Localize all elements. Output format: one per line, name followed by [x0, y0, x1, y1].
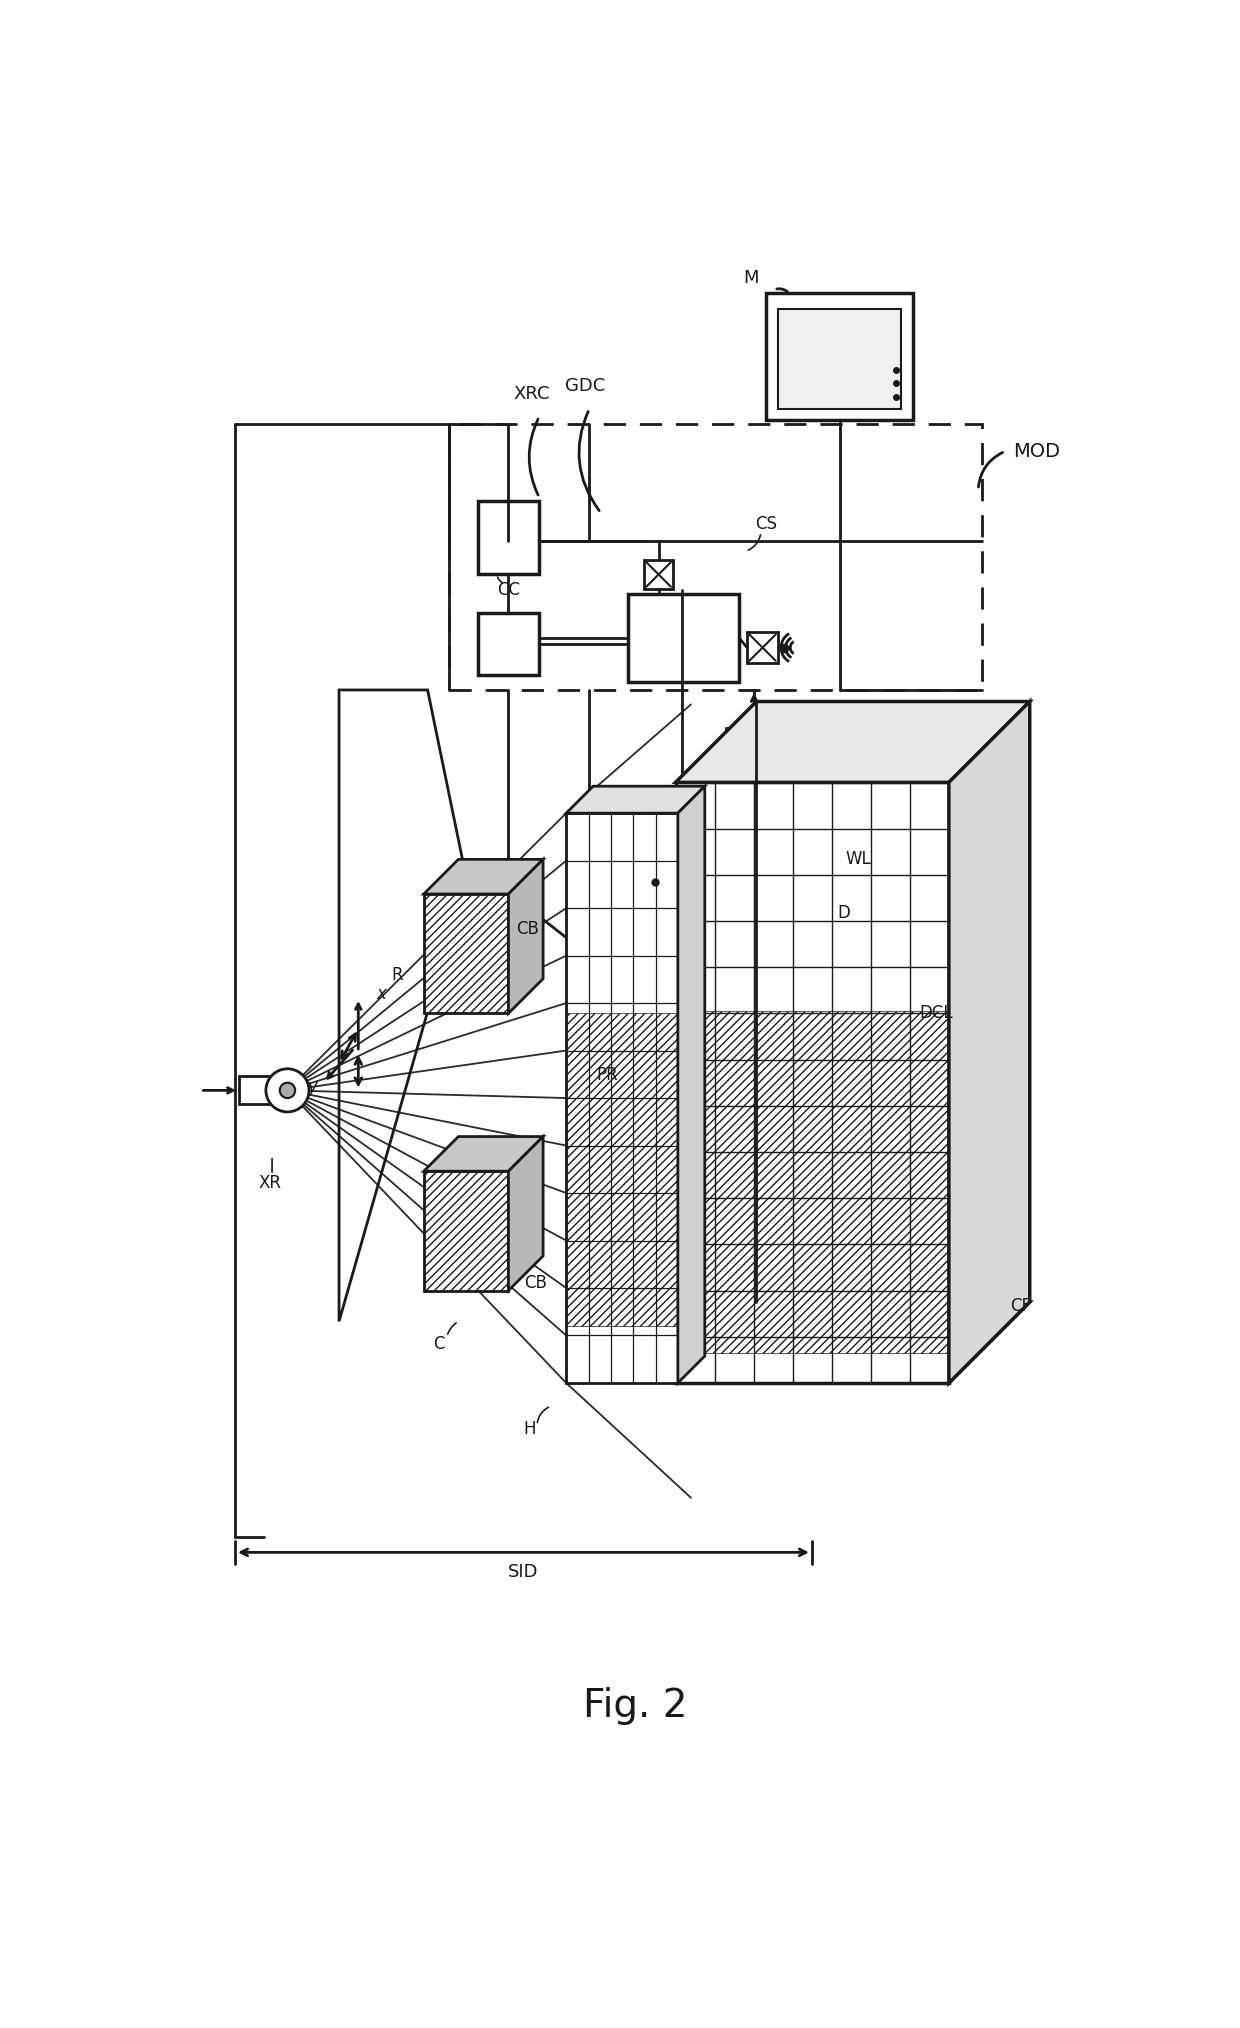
- FancyArrowPatch shape: [748, 535, 760, 550]
- Polygon shape: [567, 787, 704, 813]
- Text: H: H: [523, 1420, 536, 1438]
- FancyArrowPatch shape: [506, 1261, 521, 1278]
- Text: Fig. 2: Fig. 2: [583, 1687, 688, 1726]
- FancyArrowPatch shape: [529, 420, 538, 495]
- Polygon shape: [678, 787, 704, 1383]
- FancyArrowPatch shape: [498, 937, 513, 949]
- FancyArrowPatch shape: [579, 412, 599, 511]
- Text: C: C: [434, 1336, 445, 1353]
- Text: CF: CF: [1011, 1298, 1030, 1314]
- Text: D: D: [837, 904, 849, 923]
- Text: XRC: XRC: [513, 385, 549, 402]
- FancyArrowPatch shape: [835, 846, 846, 858]
- Polygon shape: [676, 702, 1029, 783]
- FancyArrowPatch shape: [497, 578, 502, 582]
- Bar: [477, 612, 539, 675]
- Text: WL: WL: [846, 850, 872, 868]
- Polygon shape: [508, 860, 543, 1014]
- Bar: [748, 633, 777, 663]
- FancyArrowPatch shape: [776, 288, 787, 292]
- Bar: [766, 294, 913, 420]
- Polygon shape: [424, 1136, 543, 1172]
- Text: CB: CB: [525, 1274, 547, 1292]
- Polygon shape: [508, 1136, 543, 1290]
- Polygon shape: [424, 860, 543, 894]
- Text: R: R: [391, 965, 403, 984]
- Bar: [567, 813, 678, 1383]
- Bar: [676, 783, 949, 1383]
- Text: CS: CS: [755, 515, 777, 533]
- Text: MOD: MOD: [1013, 442, 1060, 460]
- Text: y: y: [308, 1077, 317, 1095]
- Text: M: M: [743, 270, 759, 288]
- FancyArrowPatch shape: [448, 1322, 456, 1334]
- Text: GDC: GDC: [565, 377, 605, 395]
- Text: SID: SID: [508, 1564, 538, 1580]
- Text: CC: CC: [497, 580, 520, 598]
- Bar: [449, 424, 982, 690]
- FancyArrowPatch shape: [821, 902, 831, 911]
- Bar: [424, 894, 508, 1014]
- Bar: [627, 594, 739, 681]
- Bar: [777, 308, 901, 410]
- Bar: [477, 501, 539, 574]
- FancyArrowPatch shape: [537, 1407, 548, 1422]
- Polygon shape: [424, 1172, 508, 1290]
- Text: PR: PR: [596, 1067, 618, 1083]
- FancyArrowPatch shape: [978, 452, 1003, 487]
- FancyArrowPatch shape: [996, 1284, 1011, 1304]
- Polygon shape: [676, 1302, 1029, 1383]
- Polygon shape: [949, 702, 1029, 1383]
- Text: XR: XR: [258, 1174, 281, 1192]
- Bar: [644, 560, 673, 588]
- Bar: [239, 1077, 289, 1103]
- Text: x: x: [377, 986, 387, 1004]
- Circle shape: [265, 1069, 309, 1111]
- Text: DCL: DCL: [919, 1004, 952, 1022]
- Text: CB: CB: [516, 919, 539, 937]
- Circle shape: [280, 1083, 295, 1097]
